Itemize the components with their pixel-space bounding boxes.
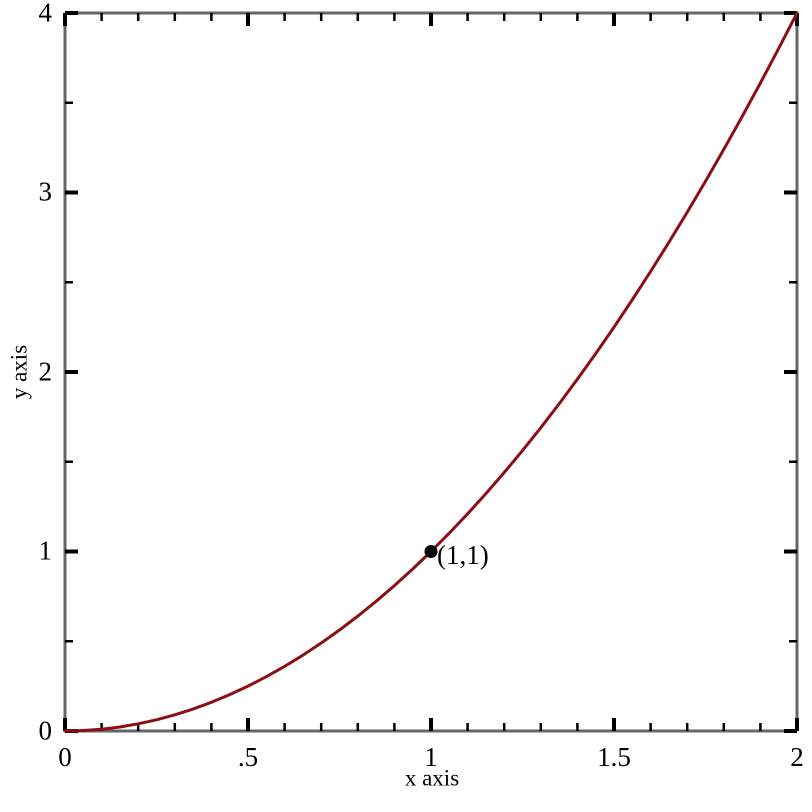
axis-spines [63,11,799,733]
y-tick-label-3: 3 [38,176,53,207]
x-tick-label-4: 2 [790,742,804,772]
data-series-group [63,11,799,733]
x-tick-label-0: 0 [58,742,72,772]
x-tick-label-3: 1.5 [597,742,631,772]
data-points-group [424,545,438,558]
x-axis-title: x axis [404,765,460,791]
y-tick-label-2: 2 [38,356,53,387]
data-point-marker-0 [424,545,438,558]
y-tick-label-0: 0 [38,715,53,746]
minor-tick-marks [65,13,797,731]
y-axis-title: y axis [6,344,32,400]
series-line-0 [63,11,799,733]
x-tick-label-2: 1 [424,742,438,772]
major-tick-marks [63,11,799,733]
y-tick-label-1: 1 [38,535,53,566]
data-point-label: (1,1) [437,540,489,570]
x-tick-label-1: .5 [237,742,259,772]
y-tick-label-4: 4 [38,0,53,28]
